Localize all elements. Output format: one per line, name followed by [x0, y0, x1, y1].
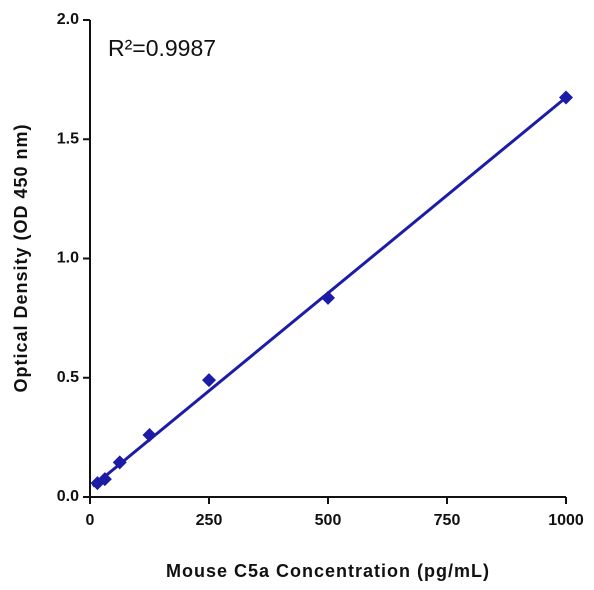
- y-tick-label: 2.0: [57, 11, 79, 28]
- point: [321, 290, 335, 305]
- point: [202, 373, 216, 388]
- x-tick-label: 250: [196, 512, 223, 529]
- point: [97, 472, 112, 487]
- x-tick-label: 0: [86, 512, 95, 529]
- x-tick-label: 750: [434, 512, 461, 529]
- x-tick-label: 1000: [548, 512, 584, 529]
- annotation: R²=0.9987: [108, 35, 216, 61]
- fit-line: [91, 96, 567, 488]
- y-axis-label: Optical Density (OD 450 nm): [11, 123, 31, 392]
- y-tick-label: 1.0: [57, 250, 79, 267]
- y-tick-label: 1.5: [57, 130, 79, 147]
- y-tick-label: 0.0: [57, 488, 79, 505]
- point: [142, 427, 157, 442]
- point: [112, 455, 127, 470]
- x-axis-label: Mouse C5a Concentration (pg/mL): [166, 561, 490, 581]
- y-tick-label: 0.5: [57, 369, 79, 386]
- x-tick-label: 500: [315, 512, 342, 529]
- point: [559, 90, 573, 105]
